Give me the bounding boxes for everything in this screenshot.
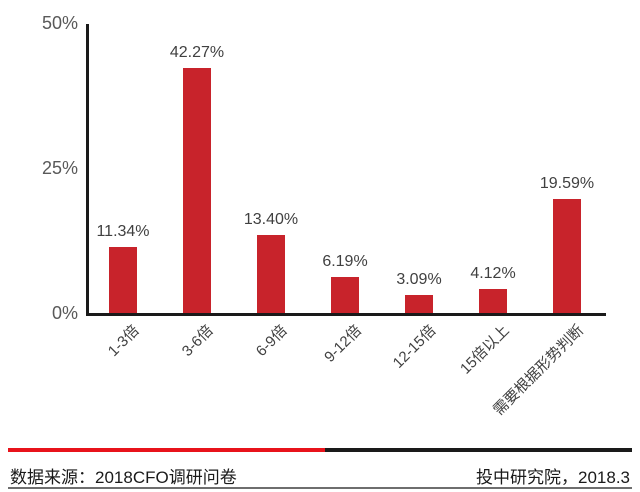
x-axis-line: [86, 313, 606, 316]
x-tick-label: 6-9倍: [253, 322, 292, 360]
footer-divider: [8, 448, 632, 452]
y-tick-label: 50%: [41, 13, 78, 33]
bar-value-label: 42.27%: [169, 43, 225, 61]
y-tick-label: 25%: [41, 158, 78, 178]
bar-value-label: 3.09%: [396, 271, 442, 289]
bar: [479, 289, 507, 313]
bar-value-label: 11.34%: [96, 223, 150, 241]
data-source-text: 数据来源：2018CFO调研问卷: [10, 468, 237, 487]
y-tick-label: 0%: [51, 303, 78, 323]
y-axis-line: [86, 24, 89, 316]
bar-value-label: 13.40%: [243, 211, 299, 229]
footer-bottom-rule: [8, 487, 632, 489]
footer-divider-red-segment: [8, 448, 325, 452]
bar: [183, 67, 211, 313]
x-tick-label: 1-3倍: [105, 322, 144, 360]
bar: [405, 295, 433, 313]
x-tick-label: 9-12倍: [321, 322, 366, 366]
bar: [553, 199, 581, 313]
bar: [257, 235, 285, 313]
bar-value-label: 6.19%: [322, 253, 368, 271]
footer-divider-dark-segment: [325, 448, 632, 452]
x-tick-label: 15倍以上: [457, 322, 514, 378]
credit-text: 投中研究院，2018.3: [476, 468, 630, 487]
bar: [109, 247, 137, 313]
bar-value-label: 4.12%: [470, 265, 516, 283]
x-tick-label: 12-15倍: [389, 322, 440, 372]
x-tick-label: 3-6倍: [179, 322, 218, 360]
bar: [331, 277, 359, 313]
bar-value-label: 19.59%: [539, 175, 595, 193]
